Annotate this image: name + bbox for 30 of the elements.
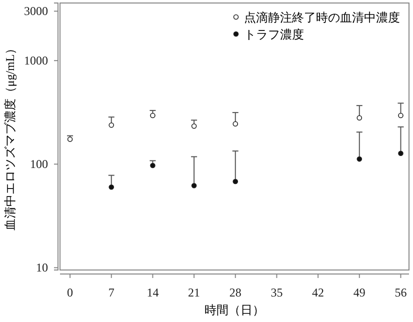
y-tick-label: 1000	[24, 53, 48, 68]
point	[356, 115, 362, 120]
point	[150, 112, 156, 118]
y-axis-title: 血清中エロツズマブ濃度（μg/mL）	[3, 42, 17, 231]
x-tick-label: 21	[188, 286, 200, 300]
x-tick-label: 56	[394, 286, 407, 300]
point	[356, 156, 362, 162]
point	[232, 121, 238, 127]
x-axis-title: 時間（日）	[204, 303, 264, 317]
point	[398, 112, 404, 118]
legend-label: 点滴静注終了時の血清中濃度	[244, 10, 400, 24]
x-tick-label: 42	[312, 286, 324, 300]
y-tick-label: 10	[36, 260, 48, 275]
point	[191, 182, 197, 188]
legend-label: トラフ濃度	[244, 28, 304, 42]
point	[398, 150, 404, 156]
point	[232, 178, 238, 184]
x-tick-label: 7	[108, 286, 114, 300]
y-tick-label: 100	[30, 156, 48, 171]
point	[150, 162, 156, 168]
y-tick-label: 3000	[24, 4, 48, 18]
point	[108, 122, 114, 128]
point	[108, 184, 114, 190]
point	[67, 136, 73, 142]
x-tick-label: 35	[270, 286, 283, 300]
x-tick-label: 49	[353, 286, 366, 300]
point	[191, 123, 197, 129]
x-tick-label: 14	[146, 286, 159, 300]
x-tick-label: 0	[67, 286, 74, 300]
x-tick-label: 28	[229, 286, 242, 300]
